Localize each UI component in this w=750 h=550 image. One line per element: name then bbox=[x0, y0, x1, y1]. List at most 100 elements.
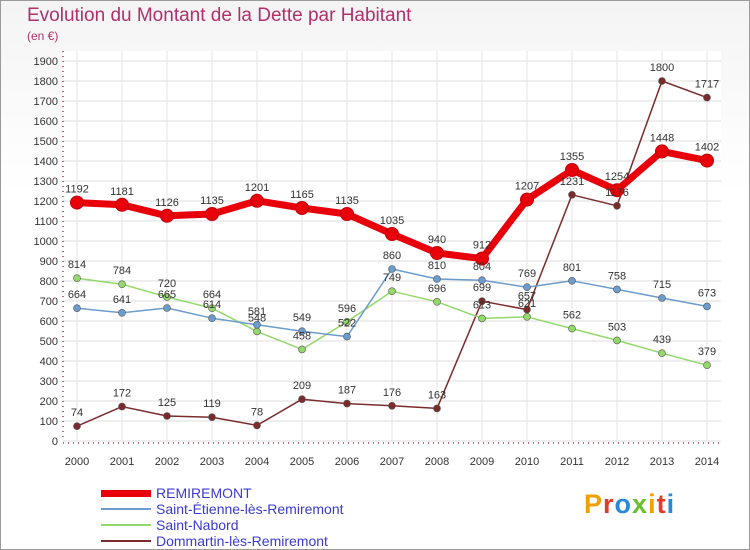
data-point bbox=[613, 285, 621, 294]
data-point bbox=[523, 312, 531, 321]
data-point bbox=[523, 283, 531, 292]
data-point bbox=[520, 192, 534, 207]
data-point bbox=[433, 404, 441, 413]
data-label: 163 bbox=[428, 389, 446, 401]
y-tick-label: 200 bbox=[40, 396, 58, 408]
data-point bbox=[565, 163, 579, 177]
y-tick-label: 1700 bbox=[34, 96, 58, 108]
data-point bbox=[478, 297, 486, 306]
x-tick-label: 2006 bbox=[335, 456, 359, 468]
proxiti-logo: Proxiti bbox=[584, 489, 675, 520]
data-point bbox=[388, 401, 396, 410]
data-point bbox=[160, 208, 174, 223]
data-label: 1181 bbox=[110, 186, 134, 198]
data-label: 562 bbox=[563, 310, 581, 322]
data-label: 912 bbox=[473, 240, 491, 252]
data-point bbox=[568, 276, 576, 285]
data-label: 1201 bbox=[245, 182, 269, 194]
y-tick-label: 1000 bbox=[34, 236, 58, 248]
data-point bbox=[655, 144, 669, 159]
data-point bbox=[208, 304, 216, 313]
data-label: 458 bbox=[293, 330, 311, 342]
y-tick-label: 100 bbox=[40, 416, 58, 428]
data-label: 1355 bbox=[560, 151, 584, 163]
data-point bbox=[433, 275, 441, 283]
data-point bbox=[430, 246, 444, 260]
legend-swatch bbox=[101, 489, 151, 497]
data-point bbox=[388, 265, 396, 273]
x-tick-label: 2010 bbox=[515, 456, 539, 468]
data-label: 699 bbox=[473, 282, 491, 294]
x-tick-label: 2013 bbox=[650, 456, 674, 468]
data-point bbox=[388, 287, 396, 296]
data-point bbox=[700, 153, 714, 168]
data-label: 176 bbox=[383, 387, 401, 399]
data-label: 172 bbox=[113, 388, 131, 400]
data-point bbox=[343, 399, 351, 408]
data-point bbox=[73, 274, 81, 283]
data-point bbox=[118, 402, 126, 411]
data-point bbox=[253, 421, 261, 430]
data-label: 1165 bbox=[290, 189, 314, 201]
logo-letter: P bbox=[584, 489, 604, 519]
y-tick-label: 800 bbox=[40, 276, 58, 288]
data-label: 614 bbox=[203, 299, 221, 311]
data-point bbox=[250, 193, 264, 208]
data-label: 613 bbox=[473, 299, 491, 311]
data-label: 1448 bbox=[650, 132, 674, 144]
data-label: 581 bbox=[248, 306, 266, 318]
data-label: 522 bbox=[338, 318, 356, 330]
data-point bbox=[205, 207, 219, 221]
data-point bbox=[73, 422, 81, 431]
data-label: 1207 bbox=[515, 181, 539, 193]
data-point bbox=[340, 207, 354, 221]
data-point bbox=[163, 304, 171, 312]
data-label: 1126 bbox=[155, 197, 179, 209]
data-label: 657 bbox=[518, 291, 536, 303]
y-tick-label: 0 bbox=[52, 436, 58, 448]
y-tick-label: 700 bbox=[40, 296, 58, 308]
legend-swatch bbox=[101, 508, 151, 510]
unit-label: (en €) bbox=[27, 29, 59, 43]
y-tick-label: 500 bbox=[40, 336, 58, 348]
data-point bbox=[478, 314, 486, 323]
x-tick-label: 2014 bbox=[695, 456, 719, 468]
data-label: 810 bbox=[428, 260, 446, 272]
y-tick-label: 400 bbox=[40, 356, 58, 368]
data-point bbox=[433, 297, 441, 306]
data-label: 720 bbox=[158, 278, 176, 290]
data-label: 1135 bbox=[200, 195, 224, 207]
data-label: 1402 bbox=[695, 142, 719, 154]
logo-letter: i bbox=[666, 489, 676, 519]
data-label: 78 bbox=[251, 406, 263, 418]
data-label: 379 bbox=[698, 346, 716, 358]
data-label: 503 bbox=[608, 321, 626, 333]
data-point bbox=[475, 251, 489, 266]
data-label: 187 bbox=[338, 385, 356, 397]
data-label: 758 bbox=[608, 270, 626, 282]
data-point bbox=[163, 293, 171, 301]
data-point bbox=[295, 201, 309, 215]
data-label: 784 bbox=[113, 265, 131, 277]
y-tick-label: 1300 bbox=[34, 176, 58, 188]
data-point bbox=[478, 276, 486, 285]
data-point bbox=[703, 361, 711, 370]
line-chart: 0 100 200 300 400 500 600 700 800 900 1000 1100 1200… bbox=[34, 51, 721, 468]
y-tick-label: 1500 bbox=[34, 136, 58, 148]
data-label: 860 bbox=[383, 250, 401, 262]
data-point bbox=[208, 413, 216, 422]
data-label: 596 bbox=[338, 303, 356, 315]
data-point bbox=[118, 280, 126, 289]
x-tick-label: 2008 bbox=[425, 456, 449, 468]
x-tick-label: 2012 bbox=[605, 456, 629, 468]
data-label: 801 bbox=[563, 262, 581, 274]
data-point bbox=[568, 191, 576, 199]
legend-label: Dommartin-lès-Remiremont bbox=[156, 533, 328, 549]
data-point bbox=[298, 327, 306, 336]
legend-label: REMIREMONT bbox=[156, 485, 252, 501]
data-point bbox=[163, 412, 171, 420]
x-tick-label: 2000 bbox=[65, 456, 89, 468]
x-tick-label: 2009 bbox=[470, 456, 494, 468]
data-point bbox=[568, 324, 576, 333]
data-label: 664 bbox=[203, 289, 221, 301]
